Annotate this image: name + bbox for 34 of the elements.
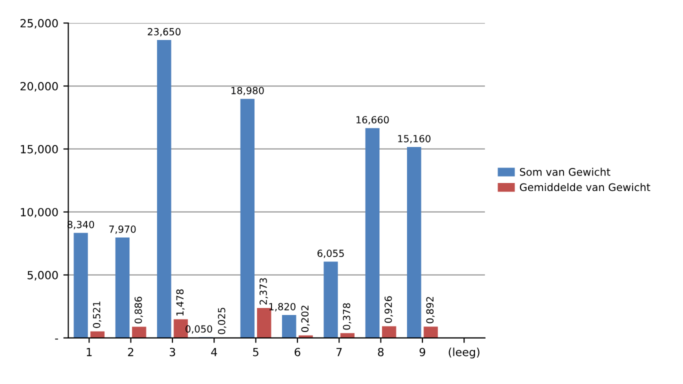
data-label: 15,160 (398, 134, 430, 144)
data-label: 0,521 (92, 302, 102, 328)
y-tick-label: 5,000 (28, 270, 58, 280)
x-tick-label: 7 (336, 348, 342, 356)
y-tick-label: 25,000 (20, 19, 58, 29)
data-label: 7,970 (109, 226, 136, 234)
y-tick-label: 20,000 (20, 82, 58, 92)
legend-label: Som van Gewicht (520, 168, 610, 176)
data-label: 23,650 (148, 28, 180, 36)
data-label: 0,886 (134, 296, 143, 324)
data-label: 0,025 (218, 308, 226, 334)
data-label: 1,820 (269, 302, 296, 312)
data-label: 16,660 (356, 116, 389, 124)
data-label: 0,378 (342, 303, 352, 330)
data-label: 18,980 (232, 86, 264, 96)
x-tick-label: 5 (253, 348, 258, 356)
data-label: 6,055 (318, 250, 344, 258)
x-tick-label: 1 (86, 348, 92, 356)
x-tick-label: (leeg) (448, 348, 480, 358)
y-tick-label: 10,000 (20, 208, 58, 218)
x-tick-label: 6 (294, 348, 300, 356)
data-label: 0,926 (384, 296, 393, 323)
x-tick-label: 4 (211, 348, 218, 356)
x-tick-label: 3 (170, 348, 176, 356)
y-tick-label: 15,000 (20, 144, 58, 155)
legend-label: Gemiddelde van Gewicht (520, 183, 650, 192)
data-label: 0,202 (301, 306, 310, 332)
data-label: 0,892 (426, 297, 435, 324)
data-label: 1,478 (176, 289, 185, 316)
x-tick-label: 9 (420, 348, 426, 356)
data-label: 2,373 (260, 278, 268, 305)
x-tick-label: 8 (378, 348, 384, 356)
y-tick-label: - (55, 338, 58, 340)
x-tick-label: 2 (128, 348, 134, 356)
